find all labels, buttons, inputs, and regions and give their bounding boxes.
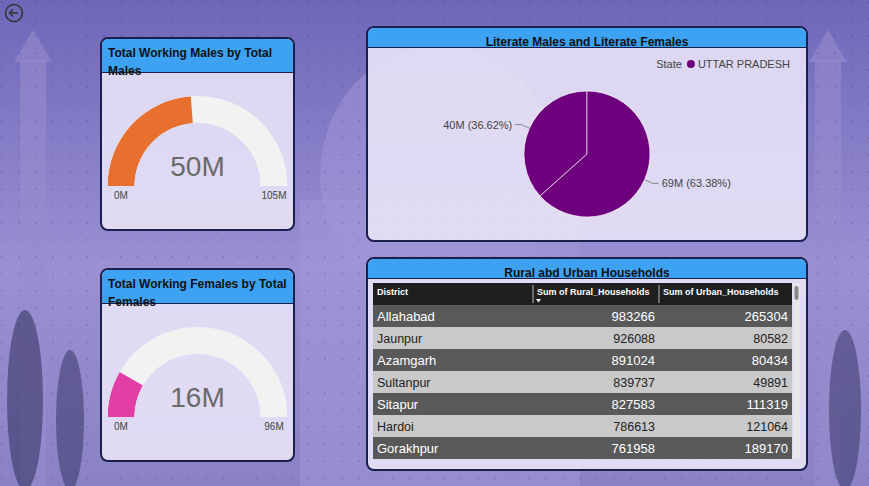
column-header: Sum of Urban_Households bbox=[663, 287, 779, 297]
table-cell: Gorakhpur bbox=[377, 441, 439, 456]
chart-overlay: 50M 0M 105M 16M 0M 96M 40M (36.62%) 69M (63.38%… bbox=[0, 0, 869, 486]
column-header: District bbox=[377, 287, 408, 297]
table-cell: 80582 bbox=[753, 332, 788, 346]
leader-line bbox=[645, 180, 659, 184]
table: District Sum of Rural_Households Sum of Ur… bbox=[373, 283, 800, 459]
card-header: Rural abd Urban Households bbox=[368, 259, 806, 279]
background-fill bbox=[0, 0, 869, 486]
card-header: Literate Males and Literate Females bbox=[368, 28, 806, 48]
card: Rural abd Urban Households bbox=[366, 257, 808, 471]
card-title: Total Working Males by Total Males bbox=[108, 46, 272, 78]
table-cell: 265304 bbox=[745, 309, 788, 324]
gauge-marks bbox=[108, 372, 143, 417]
gauge-tick-label: 0M bbox=[114, 421, 128, 432]
scrollbar-thumb[interactable] bbox=[795, 286, 799, 300]
dashboard: Total Working Males by Total MalesTotal … bbox=[0, 0, 869, 486]
column-header: Sum of Rural_Households bbox=[537, 287, 650, 297]
cards: Total Working Males by Total MalesTotal … bbox=[0, 0, 869, 486]
card: Literate Males and Literate Females bbox=[366, 26, 808, 242]
back-arrow bbox=[10, 10, 19, 17]
gauge: 50M 0M 105M bbox=[108, 96, 288, 201]
legend-label: UTTAR PRADESH bbox=[698, 58, 790, 70]
leader-line bbox=[515, 125, 529, 129]
gauge-value: 50M bbox=[170, 151, 224, 182]
gauge-track bbox=[108, 96, 288, 186]
legend: State UTTAR PRADESH bbox=[656, 58, 790, 70]
gauge-value: 16M bbox=[170, 382, 224, 413]
table-cell: 983266 bbox=[612, 309, 655, 324]
gauge-tick-label: 0M bbox=[114, 190, 128, 201]
table-row-bg bbox=[373, 437, 792, 459]
table-row-bg bbox=[373, 327, 792, 349]
table-row-bg bbox=[373, 305, 792, 327]
card-title: Literate Males and Literate Females bbox=[486, 35, 689, 49]
card-title: Total Working Females by Total Females bbox=[108, 277, 287, 309]
column-separator bbox=[659, 285, 660, 303]
back-button[interactable] bbox=[6, 5, 23, 22]
data-label: 69M (63.38%) bbox=[662, 177, 731, 189]
gauge-marks bbox=[108, 96, 193, 186]
data-label: 40M (36.62%) bbox=[443, 119, 512, 131]
pie-slice bbox=[524, 91, 587, 196]
scrollbar-track[interactable] bbox=[793, 283, 800, 459]
legend-title: State bbox=[656, 58, 682, 70]
table-cell: 189170 bbox=[745, 441, 788, 456]
table-cell: Sultanpur bbox=[377, 376, 431, 390]
card-title: Rural abd Urban Households bbox=[504, 266, 669, 280]
gauge-tick bbox=[261, 417, 288, 418]
gauge-tick-label: 96M bbox=[264, 421, 283, 432]
table-cell: 121064 bbox=[746, 420, 788, 434]
table-row-bg bbox=[373, 349, 792, 371]
table-row-bg bbox=[373, 393, 792, 415]
dot-grid bbox=[0, 0, 869, 486]
table-cell: 839737 bbox=[613, 376, 655, 390]
table-cell: 926088 bbox=[613, 332, 655, 346]
table-cell: Allahabad bbox=[377, 309, 435, 324]
pie: 40M (36.62%) 69M (63.38%) bbox=[443, 91, 731, 217]
card: Total Working Females by Total Females bbox=[100, 268, 295, 462]
table-header-bg bbox=[373, 283, 792, 305]
sort-indicator bbox=[536, 299, 541, 303]
gauge-fill bbox=[108, 96, 193, 186]
pie-slice bbox=[540, 91, 650, 217]
table-cell: Azamgarh bbox=[377, 353, 436, 368]
card-header: Total Working Males by Total Males bbox=[102, 39, 293, 73]
gauge: 16M 0M 96M bbox=[108, 327, 288, 432]
table-cell: 827583 bbox=[612, 397, 655, 412]
table-cell: 891024 bbox=[612, 353, 655, 368]
table-cell: 80434 bbox=[752, 353, 788, 368]
card: Total Working Males by Total Males bbox=[100, 37, 295, 231]
table-row-bg bbox=[373, 371, 792, 393]
table-cell: Hardoi bbox=[377, 420, 414, 434]
gauge-fill bbox=[108, 372, 143, 417]
legend-marker bbox=[687, 60, 695, 68]
card-header: Total Working Females by Total Females bbox=[102, 270, 293, 304]
gauge-tick bbox=[108, 186, 135, 187]
table-cell: 49891 bbox=[753, 376, 788, 390]
gauge-tick bbox=[261, 186, 288, 187]
table-cell: Sitapur bbox=[377, 397, 419, 412]
gauge-tick-label: 105M bbox=[261, 190, 286, 201]
gauge-tick bbox=[108, 417, 135, 418]
gauge-track bbox=[108, 327, 288, 417]
table-cell: 761958 bbox=[612, 441, 655, 456]
table-cell: Jaunpur bbox=[377, 332, 422, 346]
table-cell: 786613 bbox=[613, 420, 655, 434]
table-row-bg bbox=[373, 415, 792, 437]
column-separator bbox=[533, 285, 534, 303]
table-cell: 111319 bbox=[747, 397, 788, 412]
